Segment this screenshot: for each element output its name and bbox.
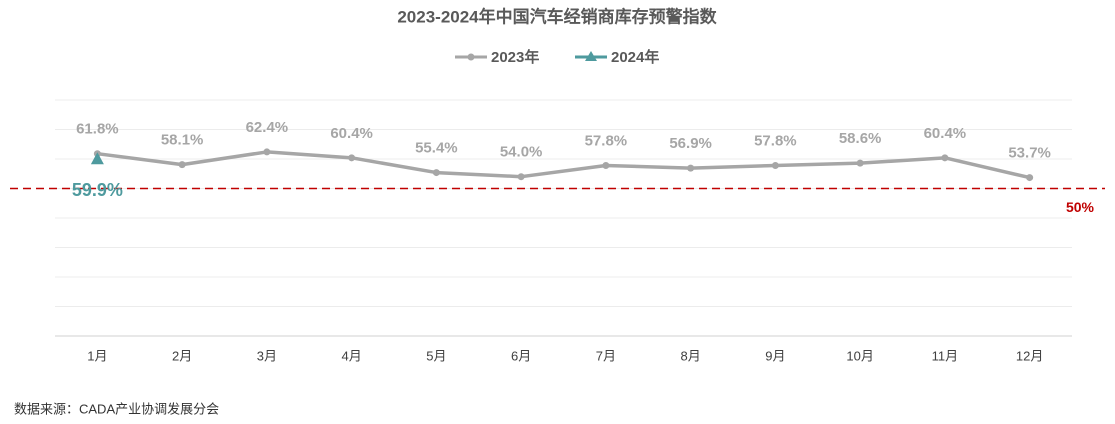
data-point bbox=[1026, 174, 1034, 182]
x-tick-label: 5月 bbox=[426, 348, 446, 363]
x-tick-label: 7月 bbox=[596, 348, 616, 363]
data-point bbox=[856, 159, 864, 167]
x-tick-label: 4月 bbox=[342, 348, 362, 363]
data-label: 54.0% bbox=[500, 144, 543, 161]
reference-label: 50% bbox=[1066, 199, 1095, 215]
data-label: 62.4% bbox=[246, 119, 289, 136]
x-tick-label: 2月 bbox=[172, 348, 192, 363]
data-label: 55.4% bbox=[415, 140, 458, 157]
legend-label: 2024年 bbox=[611, 48, 659, 66]
legend-marker bbox=[585, 51, 597, 61]
data-label: 60.4% bbox=[924, 125, 967, 142]
legend-marker bbox=[467, 53, 475, 61]
data-point bbox=[432, 169, 440, 177]
source-note: 数据来源：CADA产业协调发展分会 bbox=[14, 401, 219, 416]
data-point bbox=[941, 154, 949, 162]
data-label: 58.6% bbox=[839, 130, 882, 147]
x-tick-label: 10月 bbox=[846, 348, 873, 363]
data-point bbox=[771, 161, 779, 169]
data-point bbox=[687, 164, 695, 172]
data-label: 57.8% bbox=[585, 132, 628, 149]
data-label: 56.9% bbox=[669, 135, 712, 152]
x-tick-label: 9月 bbox=[765, 348, 785, 363]
x-tick-label: 11月 bbox=[932, 348, 959, 363]
x-tick-label: 8月 bbox=[681, 348, 701, 363]
data-point bbox=[602, 161, 610, 169]
data-label: 58.1% bbox=[161, 132, 204, 149]
data-point bbox=[348, 154, 356, 162]
data-label: 61.8% bbox=[76, 121, 119, 138]
data-label: 57.8% bbox=[754, 132, 797, 149]
x-tick-label: 3月 bbox=[257, 348, 277, 363]
data-point bbox=[263, 148, 271, 156]
x-tick-label: 12月 bbox=[1016, 348, 1043, 363]
data-label: 60.4% bbox=[330, 125, 373, 142]
data-point bbox=[517, 173, 525, 181]
data-label: 53.7% bbox=[1008, 145, 1051, 162]
data-point bbox=[178, 161, 186, 169]
series-line bbox=[97, 150, 1031, 180]
data-label: 59.9% bbox=[72, 180, 123, 200]
data-point bbox=[90, 152, 104, 165]
x-tick-label: 1月 bbox=[87, 348, 107, 363]
x-tick-label: 6月 bbox=[511, 348, 531, 363]
legend-label: 2023年 bbox=[491, 48, 539, 66]
chart-title: 2023-2024年中国汽车经销商库存预警指数 bbox=[397, 6, 717, 26]
